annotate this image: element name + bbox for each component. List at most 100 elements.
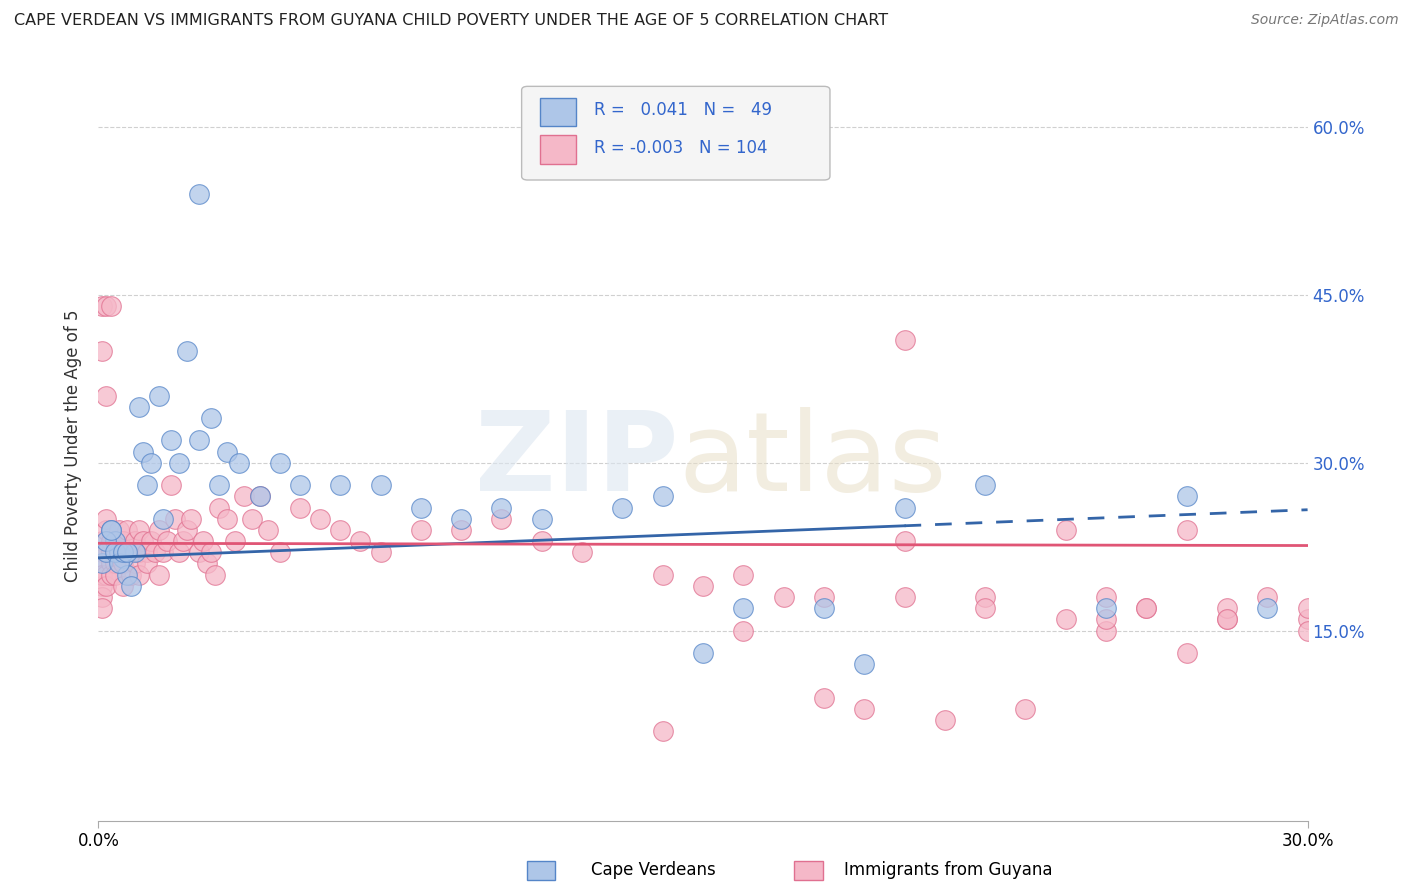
Point bbox=[188, 545, 211, 559]
Point bbox=[132, 444, 155, 458]
Point bbox=[91, 567, 114, 582]
Point bbox=[204, 567, 226, 582]
Point bbox=[329, 523, 352, 537]
Point bbox=[934, 713, 956, 727]
Point bbox=[163, 511, 186, 525]
Point bbox=[115, 545, 138, 559]
Point bbox=[232, 489, 254, 503]
Point bbox=[733, 624, 755, 638]
Point bbox=[176, 523, 198, 537]
Point bbox=[651, 489, 673, 503]
Point bbox=[100, 534, 122, 549]
Point bbox=[1095, 612, 1118, 626]
Point bbox=[115, 567, 138, 582]
Text: R =   0.041   N =   49: R = 0.041 N = 49 bbox=[595, 102, 772, 120]
Point bbox=[91, 557, 114, 571]
Point bbox=[188, 434, 211, 448]
Point bbox=[91, 299, 114, 313]
Point bbox=[188, 187, 211, 202]
Point bbox=[893, 534, 915, 549]
Point bbox=[100, 545, 122, 559]
Point bbox=[135, 557, 157, 571]
Point bbox=[893, 500, 915, 515]
Point bbox=[195, 557, 218, 571]
Point bbox=[224, 534, 246, 549]
Point bbox=[103, 534, 125, 549]
Point bbox=[111, 545, 134, 559]
Point bbox=[288, 478, 311, 492]
Point bbox=[111, 550, 134, 565]
Point bbox=[491, 500, 513, 515]
Point bbox=[349, 534, 371, 549]
Point bbox=[120, 579, 142, 593]
Point bbox=[96, 299, 118, 313]
Point bbox=[96, 545, 118, 559]
Point bbox=[132, 534, 155, 549]
Point bbox=[96, 534, 118, 549]
Point bbox=[240, 511, 263, 525]
Point bbox=[103, 545, 125, 559]
Point bbox=[974, 478, 997, 492]
Point bbox=[91, 534, 114, 549]
Point bbox=[1054, 523, 1077, 537]
Text: ZIP: ZIP bbox=[475, 408, 679, 515]
Point bbox=[135, 545, 157, 559]
Text: Cape Verdeans: Cape Verdeans bbox=[591, 861, 716, 879]
Point bbox=[100, 523, 122, 537]
Point bbox=[103, 557, 125, 571]
Point bbox=[120, 545, 142, 559]
Point bbox=[167, 545, 190, 559]
Point bbox=[1095, 590, 1118, 604]
Point bbox=[96, 389, 118, 403]
Point bbox=[1175, 489, 1198, 503]
Point bbox=[139, 456, 162, 470]
Point bbox=[1054, 612, 1077, 626]
Point bbox=[692, 579, 714, 593]
Point bbox=[288, 500, 311, 515]
Point bbox=[530, 511, 553, 525]
Point bbox=[96, 545, 118, 559]
Point bbox=[409, 500, 432, 515]
Point bbox=[107, 545, 129, 559]
Point bbox=[200, 545, 222, 559]
Point bbox=[249, 489, 271, 503]
Point bbox=[128, 523, 150, 537]
Point bbox=[772, 590, 794, 604]
Point bbox=[813, 590, 835, 604]
Point bbox=[200, 411, 222, 425]
Point bbox=[974, 590, 997, 604]
Point bbox=[103, 545, 125, 559]
Point bbox=[813, 601, 835, 615]
Point bbox=[193, 534, 215, 549]
Point bbox=[256, 523, 278, 537]
Point bbox=[1135, 601, 1157, 615]
Point bbox=[370, 478, 392, 492]
Point bbox=[148, 389, 170, 403]
Point bbox=[1175, 523, 1198, 537]
Point bbox=[96, 567, 118, 582]
Point bbox=[249, 489, 271, 503]
Point bbox=[409, 523, 432, 537]
Point bbox=[217, 511, 239, 525]
Point bbox=[853, 657, 876, 671]
Point bbox=[115, 523, 138, 537]
Point bbox=[217, 444, 239, 458]
Point bbox=[269, 456, 291, 470]
Point bbox=[91, 343, 114, 358]
Point bbox=[1135, 601, 1157, 615]
Point bbox=[450, 523, 472, 537]
Point bbox=[172, 534, 194, 549]
Point bbox=[156, 534, 179, 549]
Point bbox=[91, 579, 114, 593]
Point bbox=[143, 545, 166, 559]
Point bbox=[309, 511, 332, 525]
Point bbox=[1296, 601, 1319, 615]
Point bbox=[1296, 624, 1319, 638]
Point bbox=[160, 478, 183, 492]
Point bbox=[148, 523, 170, 537]
Point bbox=[111, 534, 134, 549]
Point bbox=[120, 567, 142, 582]
Point bbox=[128, 545, 150, 559]
Point bbox=[974, 601, 997, 615]
Bar bbox=[540, 135, 576, 163]
